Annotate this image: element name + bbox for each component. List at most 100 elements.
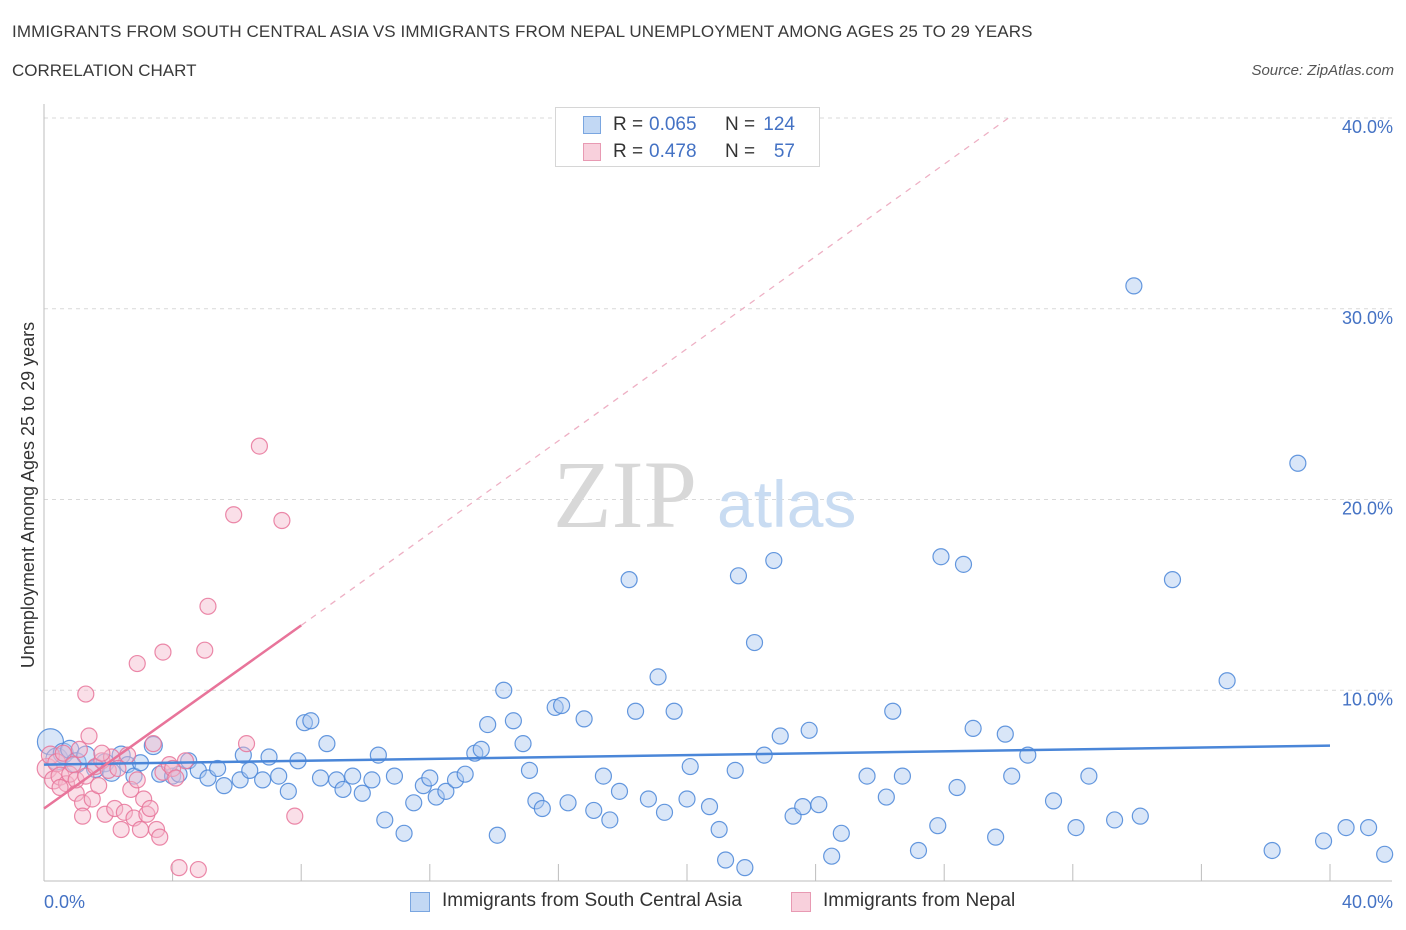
trend-line-south-central-asia <box>43 744 1331 766</box>
point-south-central-asia <box>1003 767 1021 785</box>
series-south-central-asia <box>36 277 1394 877</box>
point-south-central-asia <box>800 721 818 739</box>
point-nepal <box>237 735 256 753</box>
y-tick-label: 30.0% <box>1342 308 1393 328</box>
point-south-central-asia <box>987 828 1005 846</box>
point-south-central-asia <box>832 824 850 842</box>
point-south-central-asia <box>533 799 551 818</box>
point-south-central-asia <box>479 715 497 734</box>
point-nepal <box>51 778 69 797</box>
point-south-central-asia <box>1067 818 1085 837</box>
point-south-central-asia <box>546 698 564 717</box>
point-nepal <box>144 735 162 753</box>
point-south-central-asia <box>1163 571 1182 589</box>
legend-swatch-blue <box>410 892 430 912</box>
point-south-central-asia <box>884 702 902 720</box>
point-nepal <box>170 859 188 877</box>
point-nepal <box>77 685 95 703</box>
point-nepal <box>286 807 304 825</box>
axes <box>43 104 1392 882</box>
point-south-central-asia <box>421 769 439 787</box>
point-south-central-asia <box>279 782 297 800</box>
point-south-central-asia <box>488 826 506 844</box>
legend-r-label: R = <box>613 141 644 162</box>
legend-n-value: 57 <box>773 141 795 162</box>
legend-r-value: 0.478 <box>649 141 697 162</box>
legend-swatch-pink <box>583 143 601 161</box>
point-south-central-asia <box>729 567 748 585</box>
point-nepal <box>189 860 207 879</box>
point-south-central-asia <box>810 796 828 814</box>
point-nepal <box>273 511 291 530</box>
point-south-central-asia <box>1044 792 1063 810</box>
point-south-central-asia <box>610 782 629 800</box>
point-nepal <box>164 759 182 778</box>
point-nepal <box>54 744 72 762</box>
point-south-central-asia <box>520 761 539 779</box>
point-south-central-asia <box>710 820 728 839</box>
point-south-central-asia <box>639 790 658 808</box>
point-south-central-asia <box>1337 818 1355 837</box>
point-south-central-asia <box>209 759 227 778</box>
point-south-central-asia <box>655 803 674 821</box>
trend-line-nepal <box>43 624 302 810</box>
point-south-central-asia <box>446 771 465 789</box>
legend-label: Immigrants from South Central Asia <box>442 890 742 911</box>
legend-n-label: N = <box>725 141 756 162</box>
series-nepal <box>36 437 304 879</box>
trend-lines <box>43 117 1331 810</box>
legend-n-value: 124 <box>763 114 795 135</box>
point-south-central-asia <box>472 740 490 758</box>
point-south-central-asia <box>215 777 233 795</box>
point-nepal <box>131 820 150 839</box>
point-south-central-asia <box>353 784 371 802</box>
point-nepal <box>167 769 185 787</box>
legend-swatch-pink <box>791 892 811 912</box>
point-south-central-asia <box>996 725 1014 743</box>
point-south-central-asia <box>1218 672 1236 690</box>
point-nepal <box>106 799 124 818</box>
point-south-central-asia <box>954 555 973 573</box>
stats-legend: R = 0.065 N = 124 R = 0.478 N = 57 <box>555 107 820 167</box>
point-south-central-asia <box>716 851 735 869</box>
x-tick-label: 40.0% <box>1342 892 1393 912</box>
point-south-central-asia <box>1359 818 1378 837</box>
point-nepal <box>250 437 269 455</box>
legend-label: Immigrants from Nepal <box>823 890 1016 911</box>
point-nepal <box>196 641 214 659</box>
point-nepal <box>93 744 111 762</box>
point-nepal <box>154 643 172 661</box>
source-credit: Source: ZipAtlas.com <box>1251 62 1394 79</box>
point-nepal <box>112 820 130 839</box>
point-south-central-asia <box>270 767 288 785</box>
point-south-central-asia <box>456 765 474 783</box>
point-south-central-asia <box>295 714 314 732</box>
point-south-central-asia <box>736 859 754 877</box>
watermark-atlas: atlas <box>717 467 856 541</box>
chart-subtitle: CORRELATION CHART <box>12 61 197 80</box>
point-south-central-asia <box>385 767 404 785</box>
point-south-central-asia <box>726 761 744 779</box>
point-south-central-asia <box>327 771 346 789</box>
point-nepal <box>73 807 92 825</box>
point-nepal <box>73 794 92 812</box>
tick-labels: 10.0% 20.0% 30.0% 40.0% 0.0% 40.0% <box>44 117 1393 912</box>
point-nepal <box>90 777 108 795</box>
point-south-central-asia <box>649 668 667 686</box>
point-south-central-asia <box>427 788 445 806</box>
point-south-central-asia <box>559 794 577 812</box>
point-nepal <box>70 740 88 758</box>
point-south-central-asia <box>1376 845 1394 863</box>
grid-lines <box>44 117 1392 691</box>
legend-swatch-blue <box>583 116 601 134</box>
point-south-central-asia <box>254 771 272 789</box>
y-tick-label: 20.0% <box>1342 499 1393 519</box>
point-south-central-asia <box>514 735 532 753</box>
point-south-central-asia <box>626 702 645 720</box>
point-south-central-asia <box>765 551 783 570</box>
point-south-central-asia <box>929 817 947 835</box>
point-south-central-asia <box>877 788 895 806</box>
y-tick-label: 40.0% <box>1342 117 1393 137</box>
point-nepal <box>199 597 217 615</box>
chart-title: IMMIGRANTS FROM SOUTH CENTRAL ASIA VS IM… <box>12 22 1033 41</box>
